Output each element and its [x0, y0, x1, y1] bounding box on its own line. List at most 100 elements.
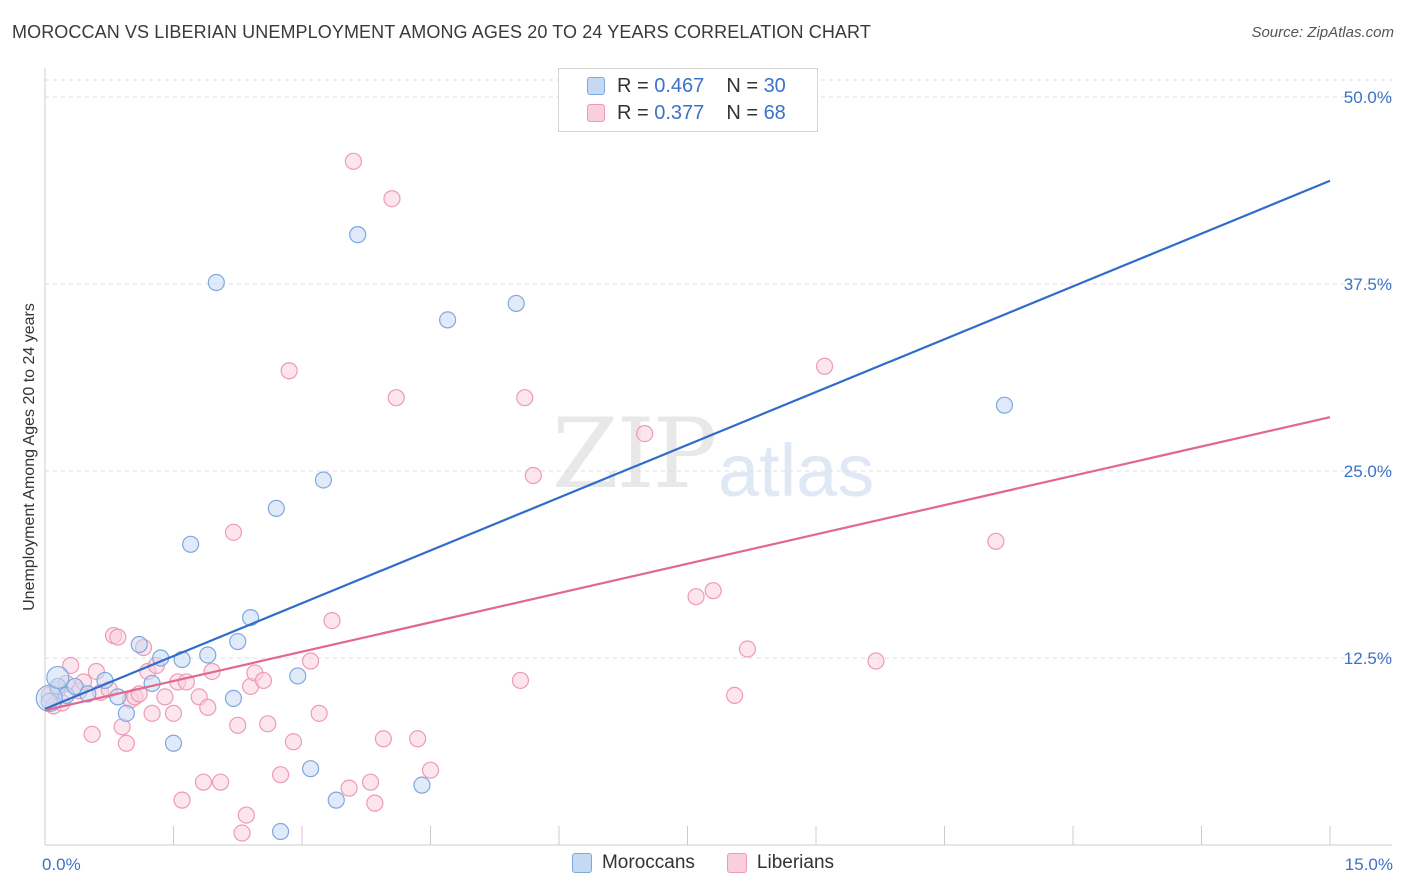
liberians-point — [516, 389, 534, 407]
watermark-zip: ZIP — [552, 398, 717, 510]
liberians-point — [117, 734, 135, 752]
liberians-point — [280, 362, 298, 380]
liberians-point — [738, 640, 757, 658]
x-tick-label: 15.0% — [1345, 855, 1393, 874]
liberians-point — [194, 773, 213, 791]
liberians-point — [310, 704, 328, 722]
moroccans-swatch-icon — [587, 77, 605, 95]
liberians-point — [323, 611, 341, 630]
liberians-point — [254, 671, 273, 690]
moroccans-point — [995, 396, 1014, 414]
liberians-point — [173, 791, 191, 809]
moroccans-point — [66, 677, 84, 696]
liberians-point — [259, 715, 277, 733]
legend-n-label: N = — [726, 101, 758, 124]
liberians-point — [421, 761, 440, 779]
moroccans-point — [413, 776, 431, 794]
x-tick-label: 0.0% — [42, 855, 81, 874]
legend-row-moroccans: R = 0.467 N = 30 — [587, 75, 786, 97]
moroccans-points — [35, 226, 1014, 841]
liberians-point — [229, 716, 247, 734]
liberians-point — [284, 733, 303, 751]
moroccans-point — [327, 791, 345, 809]
liberians-point — [164, 704, 183, 722]
liberians-point — [524, 466, 542, 485]
moroccans-trend-line — [44, 179, 1331, 710]
trend-lines — [44, 179, 1331, 712]
liberians-point — [156, 688, 174, 706]
legend-n-value: 30 — [763, 74, 786, 97]
liberians-point — [636, 425, 654, 443]
liberians-point — [867, 652, 885, 670]
moroccans-point — [199, 646, 217, 664]
moroccans-point — [289, 667, 307, 685]
liberians-point — [109, 628, 127, 646]
legend-n-label: N = — [726, 74, 758, 97]
moroccans-swatch-icon — [571, 853, 592, 873]
liberians-point — [387, 389, 405, 407]
moroccans-point — [207, 273, 225, 292]
liberians-point — [704, 582, 722, 600]
liberians-point — [271, 766, 290, 784]
liberians-point — [237, 806, 255, 824]
liberians-point — [409, 730, 427, 748]
legend-n-value: 68 — [763, 101, 786, 124]
y-tick-label: 50.0% — [1344, 88, 1392, 107]
legend-item-liberians[interactable]: Liberians — [726, 852, 835, 874]
liberians-point — [143, 704, 161, 722]
liberians-point — [233, 824, 251, 842]
moroccans-point — [229, 632, 247, 651]
moroccans-point — [301, 760, 320, 778]
moroccans-point — [130, 635, 148, 654]
y-tick-label: 12.5% — [1344, 649, 1392, 668]
y-tick-label: 37.5% — [1344, 275, 1392, 294]
legend-r-value: 0.467 — [654, 74, 705, 97]
liberians-point — [687, 588, 705, 606]
series-legend: Moroccans Liberians — [0, 852, 1406, 874]
liberians-point — [987, 532, 1005, 550]
moroccans-point — [164, 734, 183, 752]
liberians-point — [815, 357, 834, 375]
gridlines — [45, 79, 1392, 659]
axes — [44, 68, 1392, 846]
moroccans-point — [143, 674, 161, 693]
liberians-point — [62, 656, 80, 675]
liberians-point — [511, 671, 530, 690]
legend-r-value: 0.377 — [654, 101, 705, 124]
moroccans-point — [507, 294, 525, 313]
chart-title: MOROCCAN VS LIBERIAN UNEMPLOYMENT AMONG … — [12, 22, 871, 42]
liberians-swatch-icon — [587, 104, 605, 122]
moroccans-point — [117, 704, 135, 722]
moroccans-point — [314, 471, 333, 489]
liberians-point — [212, 773, 230, 791]
liberians-point — [83, 725, 101, 743]
liberians-point — [344, 152, 362, 170]
legend-item-moroccans[interactable]: Moroccans — [571, 852, 695, 874]
tick-labels: 12.5% 25.0% 37.5% 50.0% 0.0% 15.0% — [42, 88, 1393, 874]
liberians-point — [199, 698, 217, 716]
moroccans-point — [439, 311, 457, 329]
liberians-swatch-icon — [726, 853, 747, 873]
legend-label-liberians: Liberians — [756, 852, 835, 873]
legend-r-label: R = — [617, 74, 649, 97]
liberians-point — [726, 686, 744, 705]
legend-row-liberians: R = 0.377 N = 68 — [587, 102, 786, 124]
correlation-legend: R = 0.467 N = 30 R = 0.377 N = 68 — [558, 68, 818, 132]
moroccans-point — [109, 688, 127, 706]
y-tick-label: 25.0% — [1344, 462, 1392, 481]
moroccans-point — [224, 689, 243, 707]
source-label: Source: ZipAtlas.com — [1251, 24, 1394, 41]
legend-label-moroccans: Moroccans — [601, 852, 695, 873]
moroccans-point — [182, 535, 200, 553]
liberians-point — [374, 730, 392, 748]
moroccans-point-cluster — [46, 665, 70, 690]
liberians-point — [361, 773, 380, 791]
liberians-point — [340, 779, 358, 797]
moroccans-point — [349, 226, 367, 244]
liberians-point — [383, 190, 401, 208]
liberians-trend-line — [44, 416, 1331, 712]
moroccans-point — [267, 499, 285, 517]
liberians-point — [366, 794, 384, 812]
liberians-points — [40, 152, 1005, 842]
